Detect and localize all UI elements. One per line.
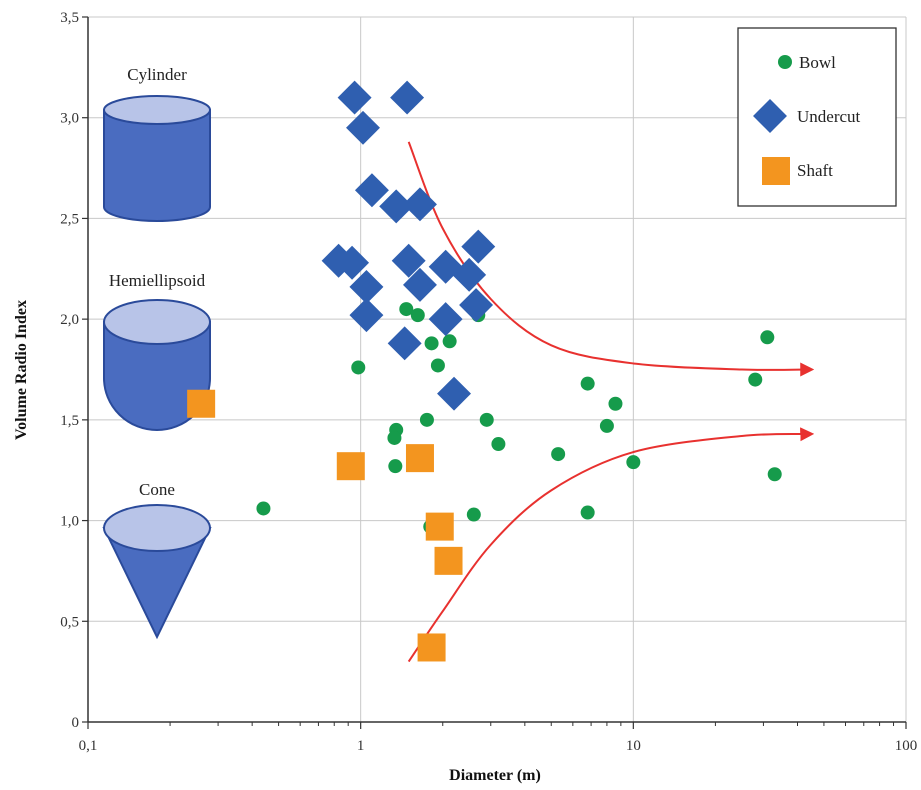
cylinder-top [103, 95, 211, 125]
point-bowl [388, 459, 403, 474]
trend-curve-1 [407, 141, 815, 377]
point-bowl [626, 455, 641, 470]
legend-item-bowl: Bowl [778, 53, 836, 72]
shape-cylinder: Cylinder [103, 65, 211, 222]
y-tick-label: 2,5 [60, 211, 79, 227]
cylinder-body [103, 109, 211, 222]
point-bowl [399, 302, 414, 317]
point-bowl [491, 437, 506, 452]
point-undercut [428, 302, 463, 337]
point-undercut [459, 288, 494, 323]
point-undercut [402, 187, 437, 222]
legend-marker-shaft [762, 157, 790, 185]
cone-top [103, 504, 211, 552]
point-bowl [760, 330, 775, 345]
point-shaft [187, 389, 216, 418]
axes [82, 16, 907, 729]
trend-curves [407, 141, 815, 663]
shape-label-hemiellipsoid: Hemiellipsoid [109, 271, 206, 290]
y-tick-label: 3,5 [60, 10, 79, 26]
point-undercut [349, 298, 384, 333]
x-axis-title: Diameter (m) [449, 767, 541, 784]
point-undercut [387, 326, 422, 361]
point-bowl [424, 336, 439, 351]
x-tick-label: 1 [357, 738, 365, 754]
shape-hemiellipsoid: Hemiellipsoid [103, 271, 211, 431]
legend-label-undercut: Undercut [797, 107, 861, 126]
point-bowl [256, 501, 271, 516]
y-tick-label: 0,5 [60, 614, 79, 630]
x-tick-label: 100 [895, 738, 918, 754]
legend-label-shaft: Shaft [797, 161, 833, 180]
y-tick-label: 2,0 [60, 312, 79, 328]
point-bowl [387, 430, 402, 445]
y-tick-label: 0 [72, 715, 80, 731]
point-bowl [608, 396, 623, 411]
point-shaft [417, 633, 446, 662]
y-tick-label: 1,0 [60, 514, 79, 530]
data-points [187, 80, 782, 662]
point-bowl [351, 360, 366, 375]
point-bowl [479, 412, 494, 427]
point-bowl [748, 372, 763, 387]
shape-label-cylinder: Cylinder [127, 65, 187, 84]
point-bowl [430, 358, 445, 373]
trend-curve-2 [407, 427, 815, 663]
point-bowl [580, 376, 595, 391]
point-shaft [434, 546, 463, 575]
point-shaft [336, 452, 365, 481]
legend-marker-bowl [778, 55, 792, 69]
point-bowl [767, 467, 782, 482]
point-bowl [551, 447, 566, 462]
point-undercut [337, 80, 372, 115]
point-bowl [419, 412, 434, 427]
point-bowl [410, 308, 425, 323]
point-bowl [580, 505, 595, 520]
hemiellipsoid-top [103, 299, 211, 345]
y-tick-label: 3,0 [60, 111, 79, 127]
y-tick-labels: 0 0,5 1,0 1,5 2,0 2,5 3,0 3,5 [60, 10, 79, 731]
x-tick-labels: 0,1 1 10 100 [79, 738, 918, 754]
legend: Bowl Undercut Shaft [737, 27, 897, 207]
shape-cone: Cone [102, 480, 212, 640]
y-tick-label: 1,5 [60, 413, 79, 429]
point-bowl [442, 334, 457, 349]
point-undercut [461, 229, 496, 264]
legend-item-shaft: Shaft [762, 157, 833, 185]
point-bowl [466, 507, 481, 522]
legend-label-bowl: Bowl [799, 53, 836, 72]
x-tick-label: 10 [626, 738, 641, 754]
shape-label-cone: Cone [139, 480, 175, 499]
x-tick-label: 0,1 [79, 738, 98, 754]
point-shaft [405, 444, 434, 473]
point-bowl [599, 418, 614, 433]
y-axis-title: Volume Radio Index [13, 300, 30, 440]
grid-lines [87, 16, 907, 723]
point-undercut [390, 80, 425, 115]
point-shaft [425, 512, 454, 541]
point-undercut [346, 110, 380, 145]
point-undercut [437, 376, 472, 411]
